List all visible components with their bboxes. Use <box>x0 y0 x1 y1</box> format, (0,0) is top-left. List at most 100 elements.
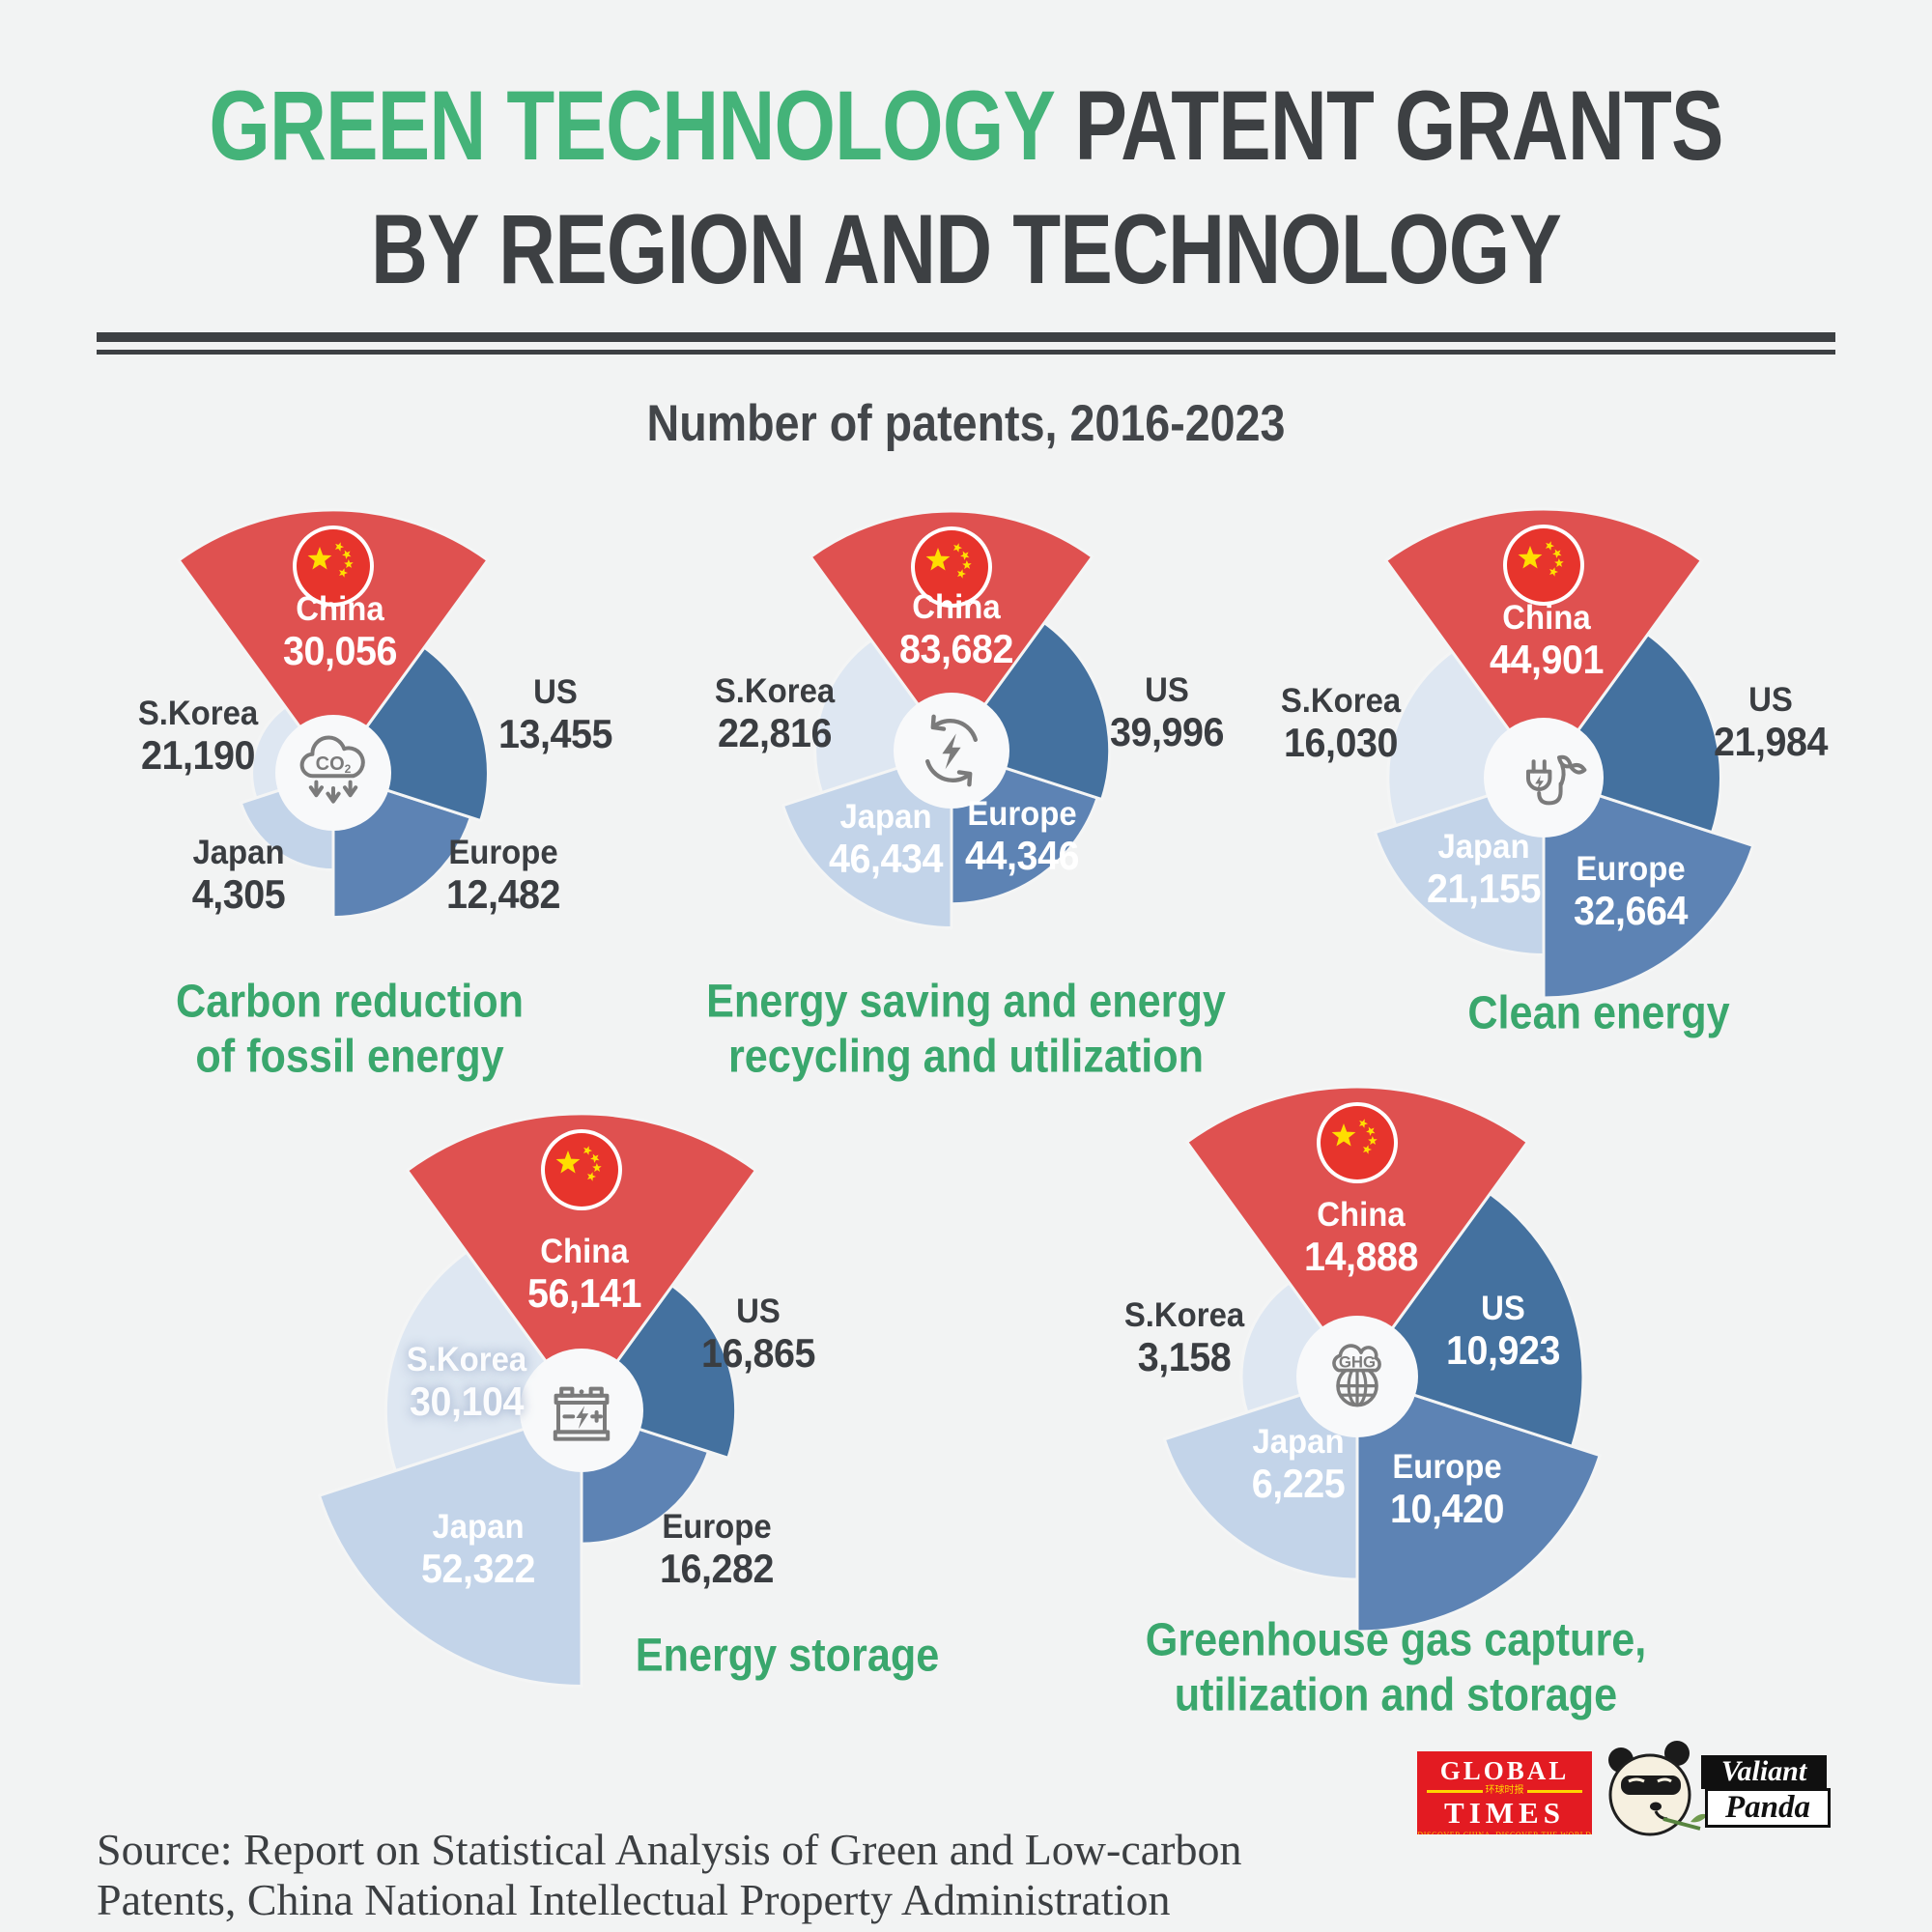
country-name: Europe <box>1392 1447 1502 1486</box>
global-times-word-global: GLOBAL <box>1439 1756 1570 1785</box>
patent-count: 30,104 <box>410 1378 524 1425</box>
country-name: S.Korea <box>1280 681 1402 720</box>
country-name: US <box>1145 670 1189 709</box>
patent-count: 21,190 <box>141 732 255 779</box>
label-europe-clean-energy: Europe 32,664 <box>1574 850 1688 933</box>
country-name: China <box>1502 598 1591 637</box>
label-china-carbon-reduction-of-fossil-energy: China 30,056 <box>283 590 397 673</box>
wedge-china-carbon-reduction-of-fossil-energy <box>177 508 490 775</box>
patent-count: 21,984 <box>1714 719 1828 765</box>
svg-text:CO2: CO2 <box>316 753 352 776</box>
country-name: Europe <box>1576 849 1686 888</box>
chart-center-circle <box>1484 718 1604 838</box>
country-name: US <box>1748 680 1793 719</box>
label-europe-carbon-reduction-of-fossil-energy: Europe 12,482 <box>446 834 560 917</box>
china-flag-icon <box>293 526 374 607</box>
wedge-europe-clean-energy <box>1542 776 1755 1000</box>
patent-count: 6,225 <box>1251 1461 1346 1507</box>
label-us-carbon-reduction-of-fossil-energy: US 13,455 <box>498 673 612 756</box>
divider-thin <box>97 350 1835 355</box>
svg-text:GHG: GHG <box>1339 1352 1376 1371</box>
divider-thick <box>97 332 1835 342</box>
global-times-bar-right <box>1526 1789 1582 1793</box>
china-flag-icon <box>911 526 992 608</box>
country-name: S.Korea <box>714 671 836 710</box>
patent-count: 16,865 <box>701 1330 815 1377</box>
label-s-korea-energy-saving-and-energy-recycling-and-utilization: S.Korea 22,816 <box>715 672 835 755</box>
label-japan-energy-saving-and-energy-recycling-and-utilization: Japan 46,434 <box>829 798 943 881</box>
patent-count: 44,901 <box>1490 637 1604 683</box>
label-china-clean-energy: China 44,901 <box>1490 599 1604 682</box>
patent-count: 12,482 <box>446 871 560 918</box>
country-name: US <box>736 1292 781 1330</box>
label-us-clean-energy: US 21,984 <box>1714 681 1828 764</box>
wedge-china-energy-saving-and-energy-recycling-and-utilization <box>809 509 1094 753</box>
country-name: S.Korea <box>137 694 259 732</box>
country-name: Japan <box>432 1507 525 1546</box>
global-times-word-times: TIMES <box>1444 1796 1565 1830</box>
source-line-1: Source: Report on Statistical Analysis o… <box>97 1825 1242 1874</box>
label-china-energy-saving-and-energy-recycling-and-utilization: China 83,682 <box>899 588 1013 671</box>
label-us-energy-storage: US 16,865 <box>701 1293 815 1376</box>
patent-count: 32,664 <box>1574 888 1688 934</box>
country-name: Japan <box>192 833 285 871</box>
wedge-japan-energy-saving-and-energy-recycling-and-utilization <box>781 749 953 929</box>
rose-chart-carbon-reduction-of-fossil-energy: CO2 <box>177 508 490 920</box>
label-europe-energy-saving-and-energy-recycling-and-utilization: Europe 44,346 <box>965 795 1079 878</box>
country-name: China <box>1317 1195 1406 1234</box>
wedge-japan-clean-energy <box>1374 776 1546 956</box>
global-times-bar-left <box>1427 1789 1483 1793</box>
wedge-japan-greenhouse-gas-capture-utilization-and-storage <box>1162 1375 1359 1581</box>
caption-line: Carbon reduction <box>175 976 525 1028</box>
global-times-divider: 环球时报 <box>1427 1786 1582 1796</box>
title-rest: PATENT GRANTS <box>1053 71 1724 181</box>
chart-subtitle: Number of patents, 2016-2023 <box>646 395 1286 452</box>
patent-count: 3,158 <box>1137 1334 1232 1380</box>
chart-caption-greenhouse-gas-capture-utilization-and-storage: Greenhouse gas capture, utilization and s… <box>1146 1613 1647 1722</box>
label-europe-greenhouse-gas-capture-utilization-and-storage: Europe 10,420 <box>1390 1448 1504 1531</box>
patent-count: 44,346 <box>965 833 1079 879</box>
title-highlight: GREEN TECHNOLOGY <box>209 71 1054 181</box>
wedge-japan-energy-storage <box>318 1408 583 1688</box>
caption-line: utilization and storage <box>1174 1669 1618 1720</box>
country-name: Japan <box>1437 827 1530 866</box>
clean-energy-plug-icon <box>1526 754 1587 806</box>
page-title-line2: BY REGION AND TECHNOLOGY <box>370 194 1562 304</box>
label-japan-clean-energy: Japan 21,155 <box>1427 828 1541 911</box>
label-us-greenhouse-gas-capture-utilization-and-storage: US 10,923 <box>1446 1290 1560 1373</box>
panda-icon <box>1608 1741 1708 1836</box>
rose-chart-greenhouse-gas-capture-utilization-and-storage: GHG <box>1162 1085 1602 1634</box>
label-s-korea-energy-storage: S.Korea 30,104 <box>407 1341 526 1424</box>
country-name: China <box>296 589 384 628</box>
country-name: Europe <box>662 1507 772 1546</box>
label-s-korea-clean-energy: S.Korea 16,030 <box>1281 682 1401 765</box>
patent-count: 22,816 <box>718 710 832 756</box>
label-us-energy-saving-and-energy-recycling-and-utilization: US 39,996 <box>1110 671 1224 754</box>
country-name: China <box>912 587 1001 626</box>
label-japan-greenhouse-gas-capture-utilization-and-storage: Japan 6,225 <box>1251 1423 1346 1507</box>
country-name: Europe <box>967 794 1077 833</box>
label-europe-energy-storage: Europe 16,282 <box>660 1508 774 1591</box>
chart-caption-energy-saving-and-energy-recycling-and-utilization: Energy saving and energy recycling and ut… <box>706 975 1226 1084</box>
label-japan-carbon-reduction-of-fossil-energy: Japan 4,305 <box>192 833 286 917</box>
chart-caption-clean-energy: Clean energy <box>1467 987 1729 1042</box>
rose-chart-clean-energy <box>1374 507 1755 1000</box>
patent-count: 83,682 <box>899 626 1013 672</box>
patent-count: 46,434 <box>829 836 943 882</box>
global-times-logo: GLOBAL 环球时报 TIMES DISCOVER CHINA, DISCOV… <box>1417 1751 1592 1834</box>
page-title-line1: GREEN TECHNOLOGY PATENT GRANTS <box>209 70 1724 183</box>
label-s-korea-carbon-reduction-of-fossil-energy: S.Korea 21,190 <box>138 695 258 778</box>
caption-line: Energy saving and energy <box>706 976 1226 1028</box>
valiant-panda-word-valiant: Valiant <box>1701 1755 1827 1789</box>
global-times-chinese-text: 环球时报 <box>1485 1785 1524 1796</box>
wedge-china-energy-storage <box>406 1112 757 1412</box>
wedge-china-greenhouse-gas-capture-utilization-and-storage <box>1185 1085 1529 1378</box>
caption-line: recycling and utilization <box>727 1031 1205 1082</box>
caption-line: Energy storage <box>635 1630 940 1682</box>
caption-line: Greenhouse gas capture, <box>1145 1614 1647 1666</box>
chart-center-circle <box>275 715 391 831</box>
label-china-greenhouse-gas-capture-utilization-and-storage: China 14,888 <box>1304 1196 1418 1279</box>
label-china-energy-storage: China 56,141 <box>527 1233 641 1316</box>
